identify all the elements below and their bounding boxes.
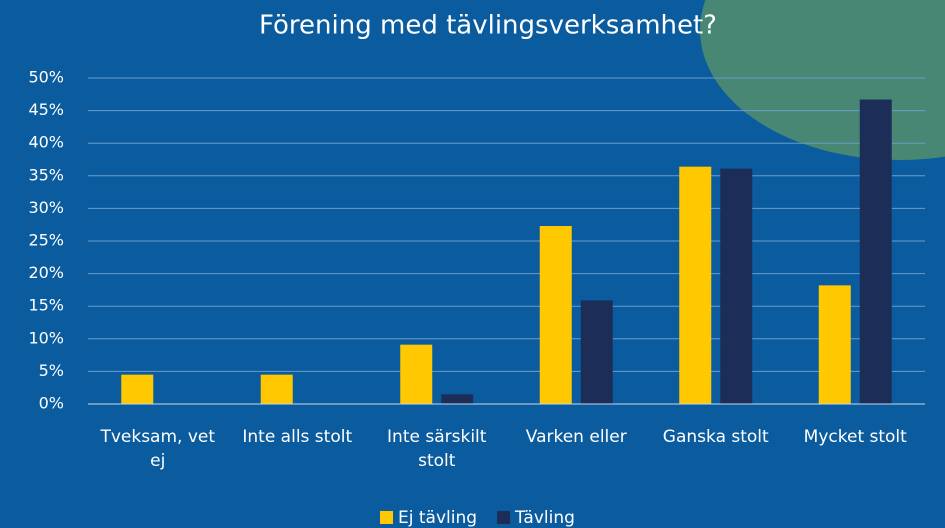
bar xyxy=(679,166,712,404)
y-tick-label: 50% xyxy=(28,68,64,87)
legend-label: Ej tävling xyxy=(398,508,477,528)
y-tick-label: 10% xyxy=(28,328,64,347)
bar xyxy=(441,394,474,404)
bar xyxy=(539,226,572,404)
x-tick-label: Mycket stolt xyxy=(803,427,907,447)
x-tick-label: Inte alls stolt xyxy=(242,427,353,447)
decoration xyxy=(700,0,945,160)
y-tick-label: 15% xyxy=(28,296,64,315)
y-tick-label: 5% xyxy=(39,361,64,380)
bar xyxy=(260,374,293,404)
y-tick-label: 20% xyxy=(28,263,64,282)
bar xyxy=(818,285,851,404)
y-tick-label: 35% xyxy=(28,165,64,184)
bar xyxy=(400,344,433,404)
y-tick-label: 0% xyxy=(39,394,64,413)
y-tick-label: 25% xyxy=(28,231,64,250)
bar xyxy=(580,300,613,404)
bar xyxy=(720,168,753,404)
x-tick-label: Inte särskilt stolt xyxy=(387,427,487,471)
chart-title: Förening med tävlingsverksamhet? xyxy=(259,11,717,41)
bar xyxy=(121,374,154,404)
y-tick-label: 40% xyxy=(28,133,64,152)
y-tick-label: 45% xyxy=(28,100,64,119)
y-tick-label: 30% xyxy=(28,198,64,217)
legend-swatch xyxy=(497,511,511,524)
x-tick-label: Ganska stolt xyxy=(662,427,769,447)
bar xyxy=(859,99,892,405)
x-tick-label: Varken eller xyxy=(525,427,627,447)
x-tick-label: Tveksam, vet ej xyxy=(100,427,216,471)
legend-label: Tävling xyxy=(514,508,575,528)
legend-swatch xyxy=(380,511,393,524)
